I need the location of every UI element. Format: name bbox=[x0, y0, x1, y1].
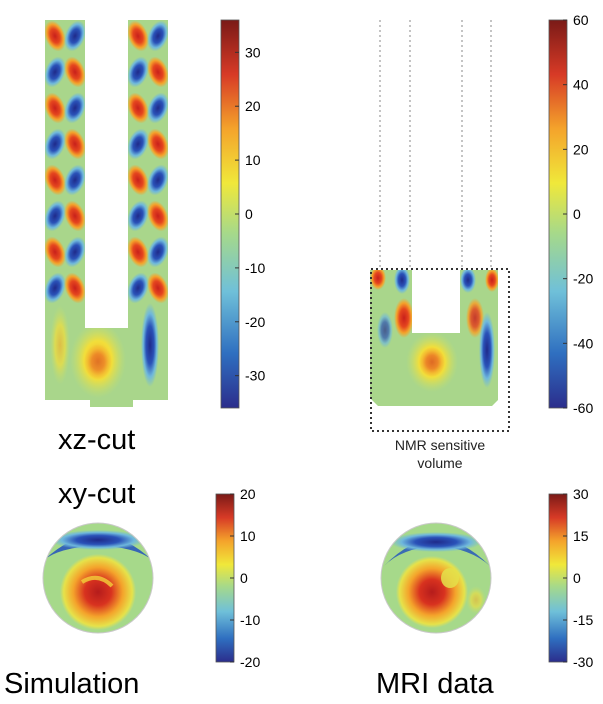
colorbar-tick-label: 0 bbox=[573, 206, 581, 222]
colorbar-tick-label: 10 bbox=[245, 152, 261, 168]
colorbar-mri-xy: 30 15 0 -15 -30 bbox=[548, 486, 593, 670]
dotted-guide-lines bbox=[379, 20, 492, 270]
colorbar-tick-label: 20 bbox=[240, 486, 256, 502]
sim-xz-lower-blue bbox=[141, 303, 159, 387]
mri-vortex bbox=[466, 298, 484, 338]
sim-vortex bbox=[45, 272, 66, 304]
sim-vortex bbox=[127, 236, 149, 268]
sim-vortex bbox=[45, 164, 66, 196]
mri-vortex bbox=[485, 270, 498, 292]
colorbar-tick-label: -30 bbox=[245, 368, 265, 384]
colorbar-tick-label: -60 bbox=[573, 400, 593, 416]
sim-vortex bbox=[64, 128, 86, 160]
sim-vortex bbox=[64, 56, 86, 88]
sim-vortex bbox=[45, 20, 66, 52]
sim-vortex bbox=[127, 272, 149, 304]
colorbar-tick-label: 40 bbox=[573, 77, 589, 93]
sim-vortex bbox=[127, 164, 149, 196]
mri-data-label: MRI data bbox=[376, 668, 494, 700]
nmr-label-line1: NMR sensitive bbox=[394, 437, 486, 453]
sim-vortex bbox=[127, 56, 149, 88]
colorbar-tick-label: -30 bbox=[573, 654, 593, 670]
colorbar-tick-label: 20 bbox=[573, 141, 589, 157]
mri-lower-blue bbox=[479, 312, 495, 388]
sim-vortex bbox=[64, 236, 86, 268]
mri-xz-plot bbox=[370, 20, 510, 432]
colorbar-sim-xz: 30 20 10 0 -10 -20 -30 bbox=[220, 19, 265, 409]
sim-vortex bbox=[45, 128, 66, 160]
xz-cut-label: xz-cut bbox=[58, 424, 136, 456]
sim-vortex bbox=[64, 20, 86, 52]
sim-xz-lower-left bbox=[50, 305, 70, 385]
sim-xz-vortices bbox=[45, 20, 168, 304]
sim-vortex bbox=[45, 92, 66, 124]
sim-vortex bbox=[45, 236, 66, 268]
sim-xz-lower-core bbox=[84, 344, 112, 380]
colorbar-tick-label: -20 bbox=[245, 314, 265, 330]
sim-xz-plot bbox=[45, 20, 168, 407]
simulation-label: Simulation bbox=[4, 668, 140, 700]
mri-vortex bbox=[394, 298, 414, 338]
colorbar-tick-label: -15 bbox=[573, 612, 593, 628]
mri-vortex bbox=[370, 270, 386, 290]
colorbar-tick-label: 60 bbox=[573, 12, 589, 28]
colorbar-tick-label: 10 bbox=[240, 528, 256, 544]
mri-vortex bbox=[394, 270, 410, 294]
mri-vortex bbox=[460, 270, 476, 293]
colorbar-tick-label: 30 bbox=[245, 44, 261, 60]
sim-vortex bbox=[147, 92, 168, 124]
sim-vortex bbox=[147, 236, 168, 268]
sim-vortex bbox=[147, 200, 168, 232]
colorbar-tick-label: 0 bbox=[245, 206, 253, 222]
mri-lower-core bbox=[419, 347, 445, 377]
colorbar-tick-label: 15 bbox=[573, 528, 589, 544]
colorbar-tick-label: -20 bbox=[573, 271, 593, 287]
sim-vortex bbox=[45, 56, 66, 88]
colorbar-sim-xy: 20 10 0 -10 -20 bbox=[215, 486, 260, 670]
sim-vortex bbox=[45, 200, 66, 232]
sim-vortex bbox=[127, 128, 149, 160]
colorbar-tick-label: -20 bbox=[240, 654, 260, 670]
colorbar-mri-xz: 60 40 20 0 -20 -40 -60 bbox=[548, 12, 593, 416]
nmr-sensitive-volume-label: NMR sensitive volume bbox=[362, 436, 518, 472]
colorbar-tick-label: -10 bbox=[240, 612, 260, 628]
sim-vortex bbox=[147, 128, 168, 160]
colorbar-tick-label: 0 bbox=[240, 570, 248, 586]
sim-vortex bbox=[127, 20, 149, 52]
sim-vortex bbox=[64, 200, 86, 232]
sim-vortex bbox=[147, 20, 168, 52]
sim-vortex bbox=[127, 200, 149, 232]
mri-vortex bbox=[377, 312, 393, 348]
colorbar-tick-label: 30 bbox=[573, 486, 589, 502]
nmr-label-line2: volume bbox=[417, 455, 463, 471]
sim-vortex bbox=[64, 92, 86, 124]
sim-vortex bbox=[64, 272, 86, 304]
sim-vortex bbox=[64, 164, 86, 196]
sim-vortex bbox=[127, 92, 149, 124]
colorbar-tick-label: -40 bbox=[573, 335, 593, 351]
mri-xy-plot bbox=[380, 522, 492, 634]
sim-vortex bbox=[147, 56, 168, 88]
xy-cut-label: xy-cut bbox=[58, 478, 136, 510]
sim-vortex bbox=[147, 272, 168, 304]
colorbar-tick-label: 20 bbox=[245, 98, 261, 114]
sim-vortex bbox=[147, 164, 168, 196]
sim-xy-plot bbox=[42, 522, 154, 634]
colorbar-tick-label: 0 bbox=[573, 570, 581, 586]
colorbar-tick-label: -10 bbox=[245, 260, 265, 276]
